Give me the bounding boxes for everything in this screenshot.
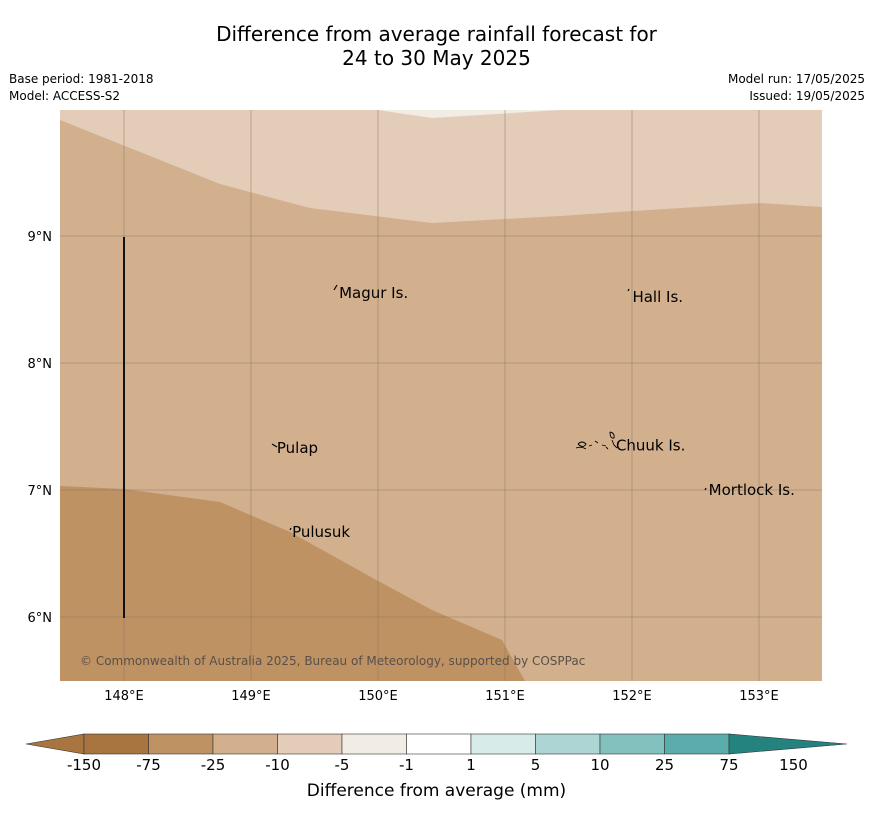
island-pulap [271, 443, 278, 448]
map-plot-area: Magur Is. Hall Is. Pulap Chuuk Is. Mortlock … [60, 110, 822, 681]
place-label: Mortlock Is. [709, 481, 795, 499]
colorbar-segment [470, 733, 536, 755]
colorbar-tick-label: -25 [200, 756, 226, 774]
colorbar-extend-high [728, 733, 848, 755]
place-label: Magur Is. [339, 284, 408, 302]
place-label: Hall Is. [632, 288, 683, 306]
copyright-notice: © Commonwealth of Australia 2025, Bureau… [80, 654, 585, 668]
base-period: Base period: 1981-2018 [9, 72, 154, 86]
colorbar-tick-label: 25 [654, 756, 675, 774]
region-darker-dry [60, 486, 525, 681]
latitude-tick-label: 8°N [28, 357, 53, 372]
meta-right: Model run: 17/05/2025 Issued: 19/05/2025 [728, 71, 865, 105]
longitude-tick-label: 150°E [358, 689, 398, 704]
colorbar-segment [83, 733, 149, 755]
model-name: Model: ACCESS-S2 [9, 89, 121, 103]
longitude-labels: 148°E 149°E 150°E 151°E 152°E 153°E [104, 689, 779, 704]
title-line-2: 24 to 30 May 2025 [342, 46, 531, 70]
colorbar-tick-label: -10 [265, 756, 290, 774]
place-label: Pulap [277, 439, 318, 457]
meta-left: Base period: 1981-2018 Model: ACCESS-S2 [9, 71, 154, 105]
title-line-1: Difference from average rainfall forecas… [216, 22, 657, 46]
colorbar-segment [535, 733, 601, 755]
colorbar-title: Difference from average (mm) [306, 781, 567, 801]
island-chuuk-lagoon [575, 431, 618, 450]
latitude-tick-label: 7°N [28, 484, 53, 499]
colorbar-tick-label: 10 [590, 756, 610, 774]
colorbar-tick-label: -5 [334, 756, 350, 774]
colorbar-segment [664, 733, 730, 755]
colorbar-tick-label: -1 [399, 756, 414, 774]
island-mortlock [704, 487, 707, 491]
island-magur [333, 284, 338, 291]
longitude-tick-label: 152°E [612, 689, 652, 704]
region-light-dry [60, 110, 822, 223]
colorbar [25, 733, 848, 755]
issued-date: Issued: 19/05/2025 [749, 89, 865, 103]
colorbar-segment [599, 733, 665, 755]
place-label: Chuuk Is. [616, 437, 685, 455]
colorbar-segment [406, 733, 472, 755]
latitude-tick-label: 9°N [28, 230, 53, 245]
colorbar-tick-label: 5 [530, 756, 541, 774]
longitude-tick-label: 149°E [231, 689, 271, 704]
colorbar-tick-label: -75 [136, 756, 161, 774]
island-hall [627, 288, 630, 292]
model-run: Model run: 17/05/2025 [727, 72, 865, 86]
colorbar-segment [341, 733, 407, 755]
colorbar-tick-label: 1 [466, 756, 476, 774]
colorbar-tick-label: 150 [779, 756, 808, 774]
island-pulusuk [289, 527, 292, 531]
colorbar-segment [212, 733, 278, 755]
region-near-average [378, 110, 560, 118]
latitude-tick-label: 6°N [28, 611, 53, 626]
longitude-tick-label: 148°E [104, 689, 144, 704]
colorbar-extend-low [25, 733, 85, 755]
colorbar-tick-label: 75 [719, 756, 739, 774]
colorbar-segment [148, 733, 214, 755]
colorbar-tick-label: -150 [66, 756, 102, 774]
place-label: Pulusuk [292, 523, 350, 541]
colorbar-segment [277, 733, 343, 755]
longitude-tick-label: 153°E [739, 689, 779, 704]
place-labels: Magur Is. Hall Is. Pulap Chuuk Is. Mortlock … [277, 284, 795, 541]
longitude-tick-label: 151°E [485, 689, 525, 704]
island-outlines [271, 284, 707, 531]
map-title: Difference from average rainfall forecas… [0, 22, 873, 70]
latitude-labels: 9°N 8°N 7°N 6°N [28, 230, 53, 626]
